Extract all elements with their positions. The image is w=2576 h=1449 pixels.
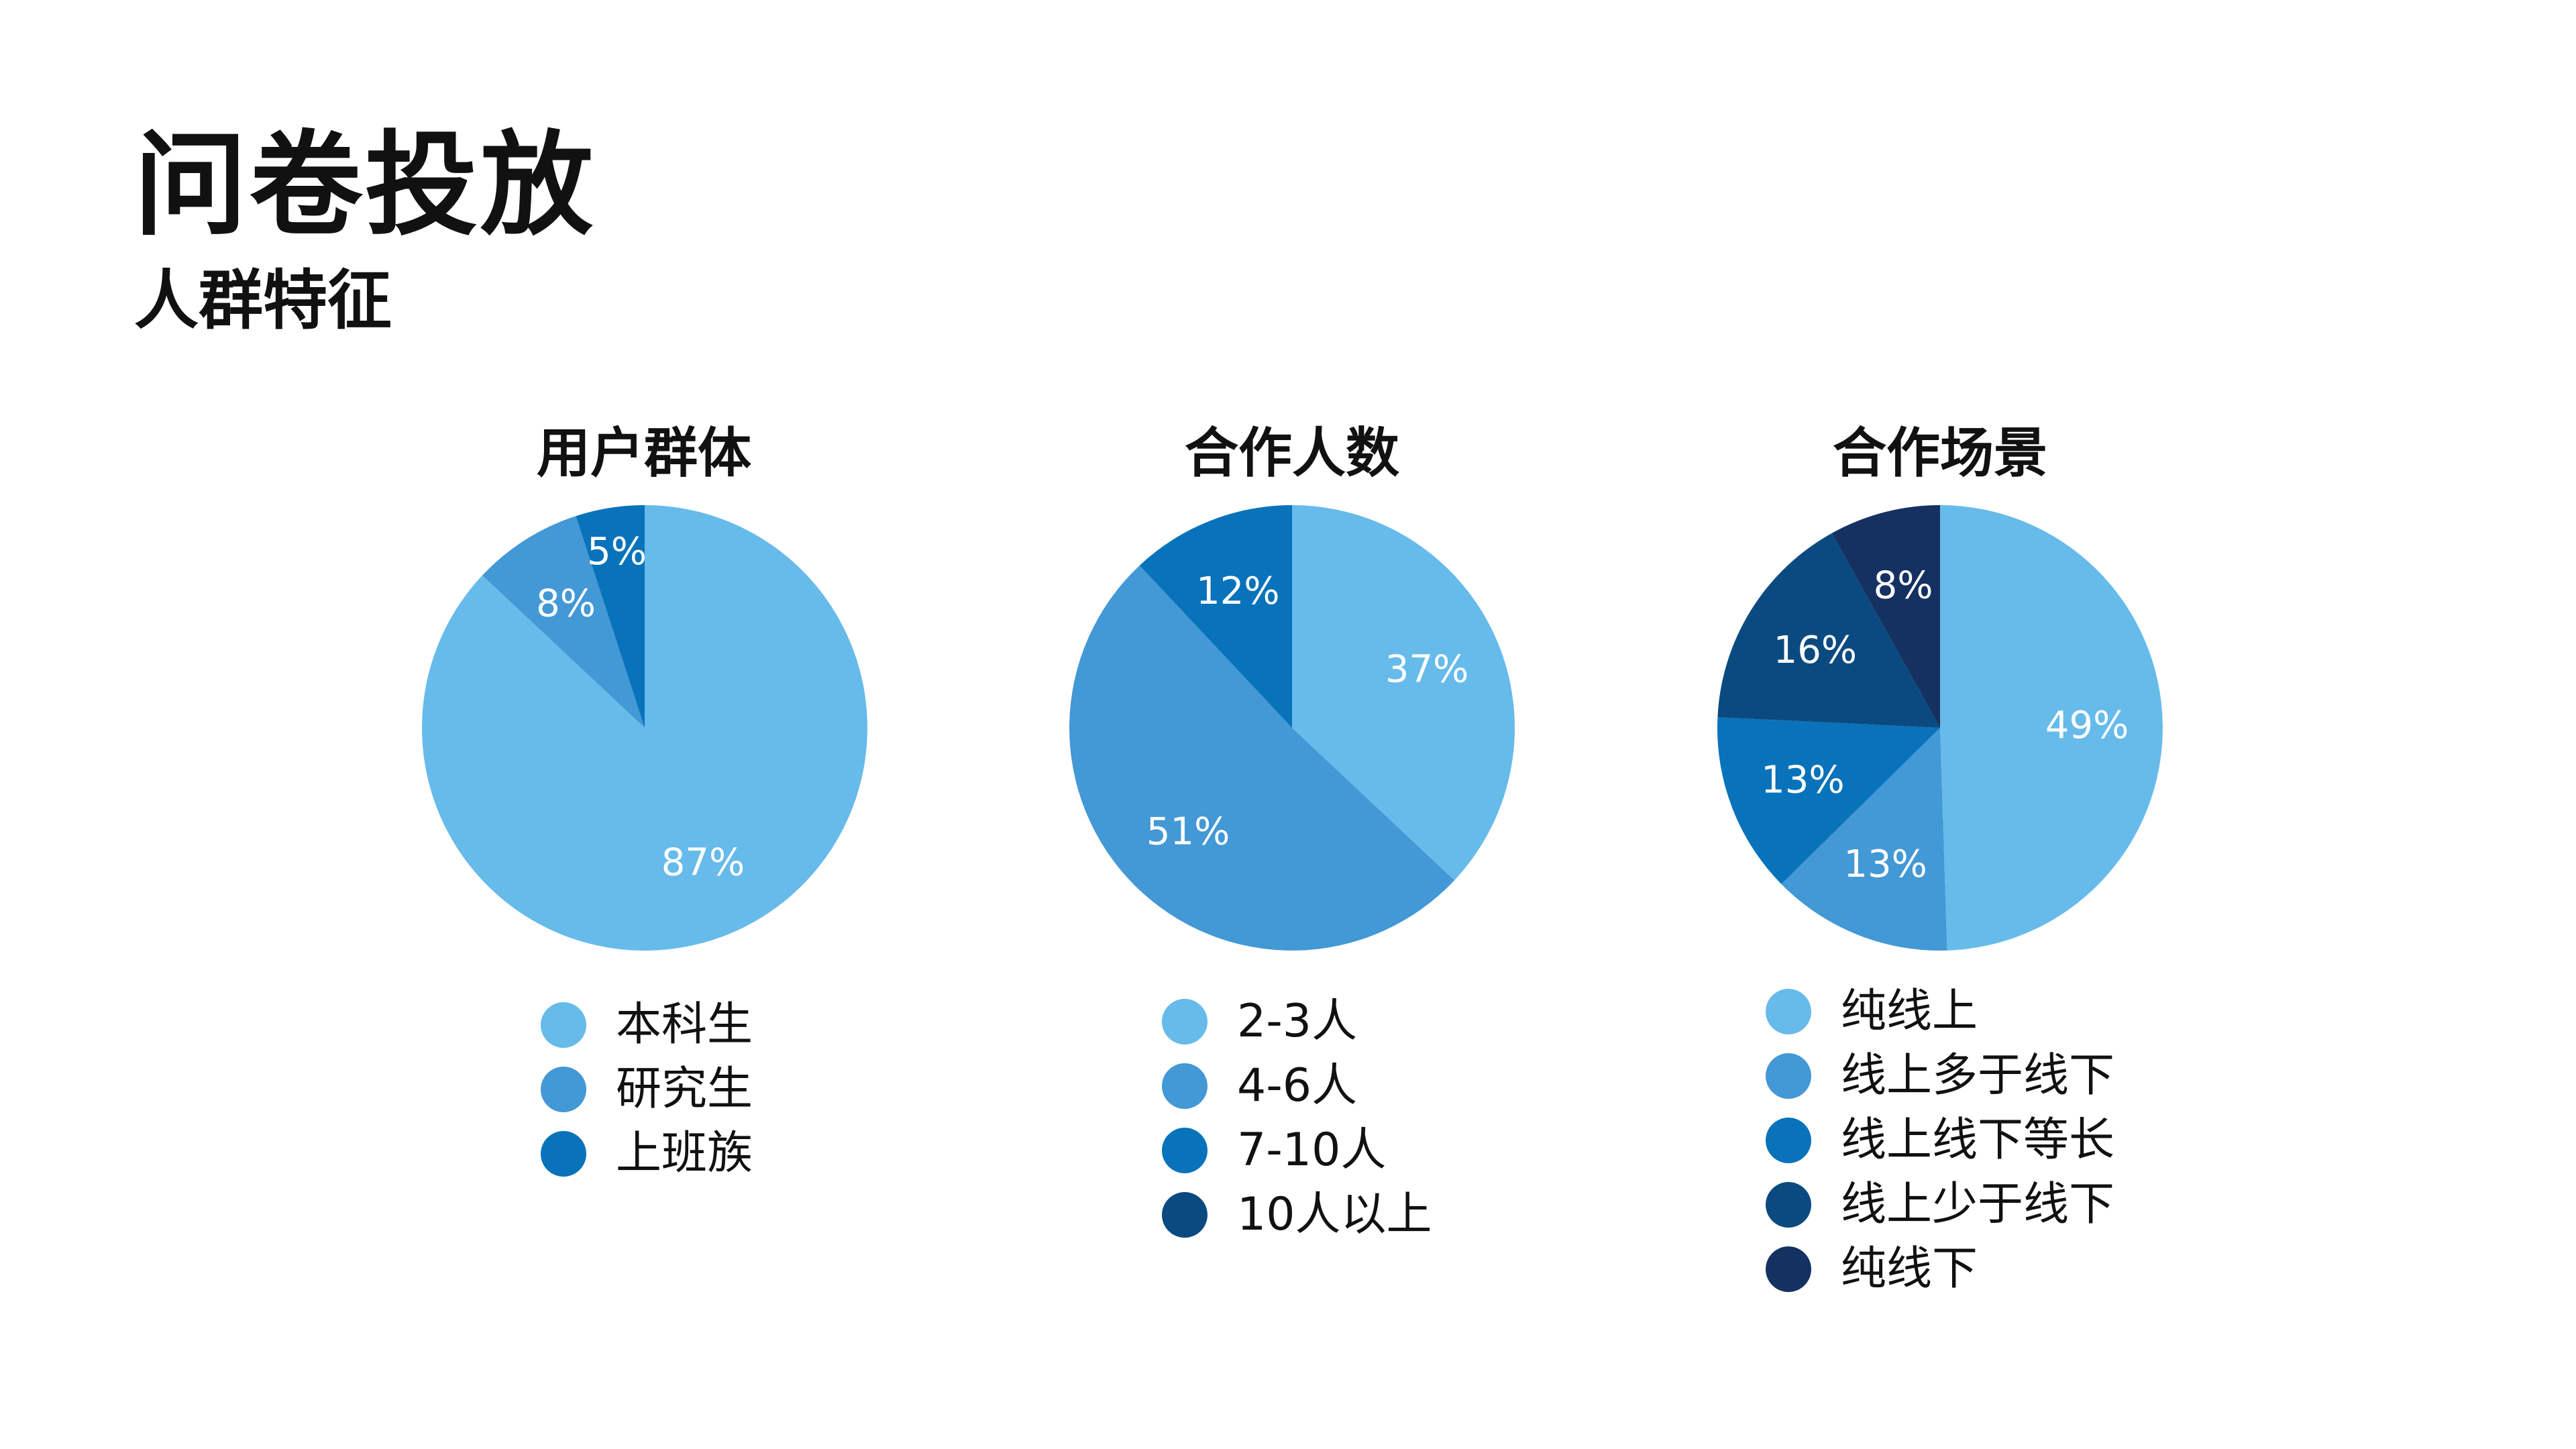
slice-value-label: 13%	[1843, 843, 1927, 886]
legend-item: 纯线上	[1766, 979, 2114, 1044]
legend-swatch	[1766, 1053, 1811, 1099]
pie-slice-scenario-0	[1940, 505, 2163, 951]
legend-swatch	[1162, 1192, 1208, 1238]
slice-value-label: 8%	[536, 582, 596, 626]
legend-label: 上班族	[616, 1127, 753, 1180]
slice-value-label: 5%	[587, 530, 647, 574]
pie-chart-user-group: 87% 8% 5%	[421, 505, 867, 951]
legend-item: 研究生	[541, 1057, 753, 1122]
chart-title-user-group: 用户群体	[537, 422, 751, 484]
legend-label: 线上多于线下	[1841, 1049, 2115, 1102]
pie-slice-team-size-1	[1069, 565, 1455, 951]
slice-value-label: 13%	[1761, 759, 1844, 802]
slice-value-label: 51%	[1146, 810, 1230, 853]
legend-item: 本科生	[541, 993, 753, 1057]
legend-swatch	[1162, 999, 1208, 1044]
slice-value-label: 37%	[1385, 648, 1468, 692]
pie-chart-scenario: 49% 13% 13% 16% 8%	[1717, 505, 2163, 951]
legend-label: 纯线上	[1841, 985, 1978, 1038]
pie-slice-user-group-2	[576, 505, 645, 728]
legend-item: 2-3人	[1162, 989, 1432, 1054]
legend-scenario: 纯线上 线上多于线下 线上线下等长 线上少于线下 纯线下	[1766, 979, 2114, 1301]
legend-item: 纯线下	[1766, 1237, 2114, 1301]
legend-item: 线上线下等长	[1766, 1108, 2114, 1173]
legend-swatch	[1766, 989, 1811, 1034]
legend-label: 研究生	[616, 1063, 753, 1116]
pie-slice-user-group-0	[421, 505, 867, 951]
pie-slice-user-group-1	[482, 516, 645, 728]
pie-slice-team-size-0	[1292, 505, 1515, 881]
chart-title-team-size: 合作人数	[1185, 422, 1399, 484]
slice-value-label: 87%	[661, 841, 745, 885]
pie-slice-scenario-2	[1717, 717, 1940, 884]
slice-value-label: 12%	[1196, 570, 1279, 613]
page-title: 问卷投放	[134, 119, 596, 251]
legend-item: 10人以上	[1162, 1183, 1432, 1247]
legend-label: 纯线下	[1841, 1242, 1978, 1295]
slice-value-label: 16%	[1774, 629, 1857, 672]
legend-swatch	[1766, 1118, 1811, 1163]
page-subtitle: 人群特征	[134, 263, 392, 338]
legend-label: 2-3人	[1237, 995, 1358, 1048]
legend-label: 线上线下等长	[1841, 1114, 2115, 1167]
slice-value-label: 8%	[1874, 564, 1933, 607]
chart-title-scenario: 合作场景	[1833, 422, 2047, 484]
legend-item: 7-10人	[1162, 1118, 1432, 1183]
legend-swatch	[1766, 1182, 1811, 1228]
pie-chart-team-size: 37% 51% 12%	[1069, 505, 1515, 951]
legend-label: 线上少于线下	[1841, 1178, 2115, 1231]
pie-slice-scenario-3	[1717, 533, 1940, 728]
legend-swatch	[541, 1131, 586, 1177]
legend-item: 4-6人	[1162, 1054, 1432, 1118]
legend-item: 上班族	[541, 1122, 753, 1186]
legend-team-size: 2-3人 4-6人 7-10人 10人以上	[1162, 989, 1432, 1247]
legend-label: 4-6人	[1237, 1059, 1358, 1112]
legend-swatch	[541, 1067, 586, 1112]
legend-label: 本科生	[616, 998, 753, 1051]
legend-swatch	[1162, 1063, 1208, 1109]
pie-slice-scenario-1	[1781, 728, 1947, 951]
legend-item: 线上少于线下	[1766, 1173, 2114, 1237]
legend-swatch	[1766, 1246, 1811, 1292]
pie-slice-scenario-4	[1831, 505, 1940, 728]
legend-item: 线上多于线下	[1766, 1044, 2114, 1108]
legend-label: 10人以上	[1237, 1188, 1432, 1241]
slice-value-label: 49%	[2045, 704, 2129, 747]
legend-swatch	[541, 1002, 586, 1048]
legend-user-group: 本科生 研究生 上班族	[541, 993, 753, 1186]
legend-swatch	[1162, 1128, 1208, 1173]
legend-label: 7-10人	[1237, 1124, 1387, 1177]
pie-slice-team-size-2	[1139, 505, 1292, 728]
